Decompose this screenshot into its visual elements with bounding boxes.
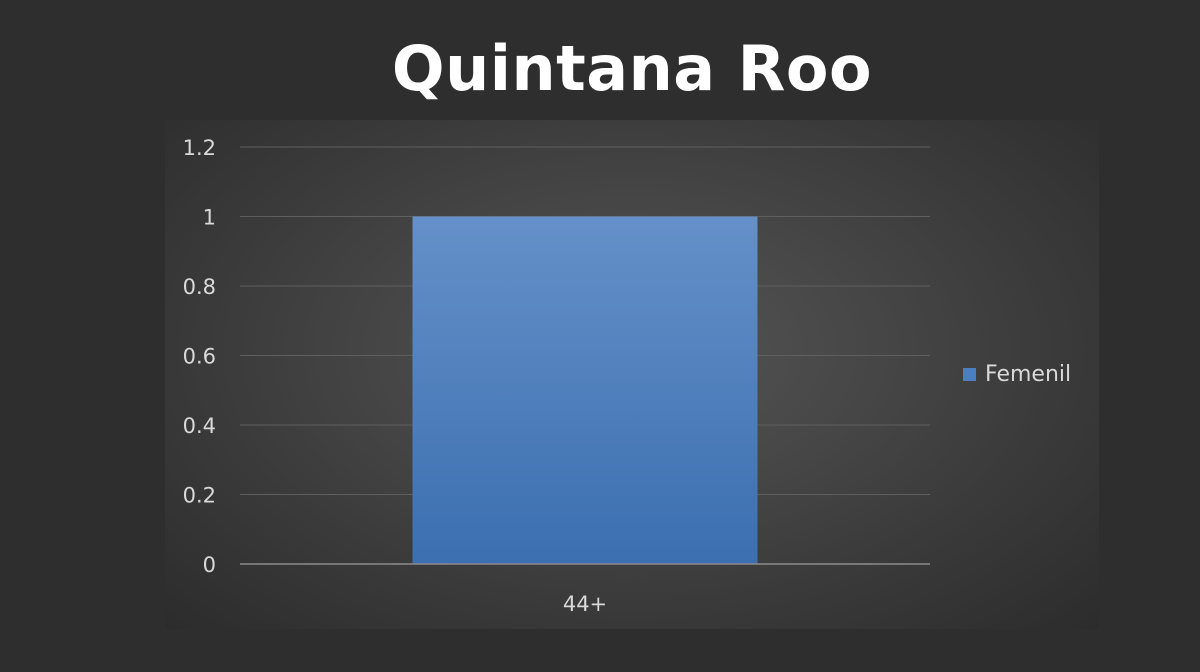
y-tick-label: 1.2 bbox=[183, 136, 216, 160]
x-tick-label: 44+ bbox=[563, 592, 607, 616]
legend-swatch bbox=[963, 368, 976, 381]
legend-label: Femenil bbox=[985, 362, 1071, 387]
x-axis-ticks: 44+ bbox=[563, 592, 607, 616]
legend: Femenil bbox=[963, 362, 1071, 387]
page-title: Quintana Roo bbox=[391, 32, 873, 105]
bar-chart: 0 0.2 0.4 0.6 0.8 1 1.2 44+ Femenil bbox=[183, 136, 1072, 616]
y-tick-label: 0 bbox=[203, 553, 216, 577]
y-axis-ticks: 0 0.2 0.4 0.6 0.8 1 1.2 bbox=[183, 136, 216, 577]
y-tick-label: 0.8 bbox=[183, 275, 216, 299]
bar-44+ bbox=[412, 216, 758, 564]
bars bbox=[412, 216, 758, 564]
y-tick-label: 0.2 bbox=[183, 484, 216, 508]
y-tick-label: 0.6 bbox=[183, 345, 216, 369]
chart-area: 0 0.2 0.4 0.6 0.8 1 1.2 44+ Femenil bbox=[165, 120, 1099, 629]
y-tick-label: 1 bbox=[203, 206, 216, 230]
y-tick-label: 0.4 bbox=[183, 414, 216, 438]
